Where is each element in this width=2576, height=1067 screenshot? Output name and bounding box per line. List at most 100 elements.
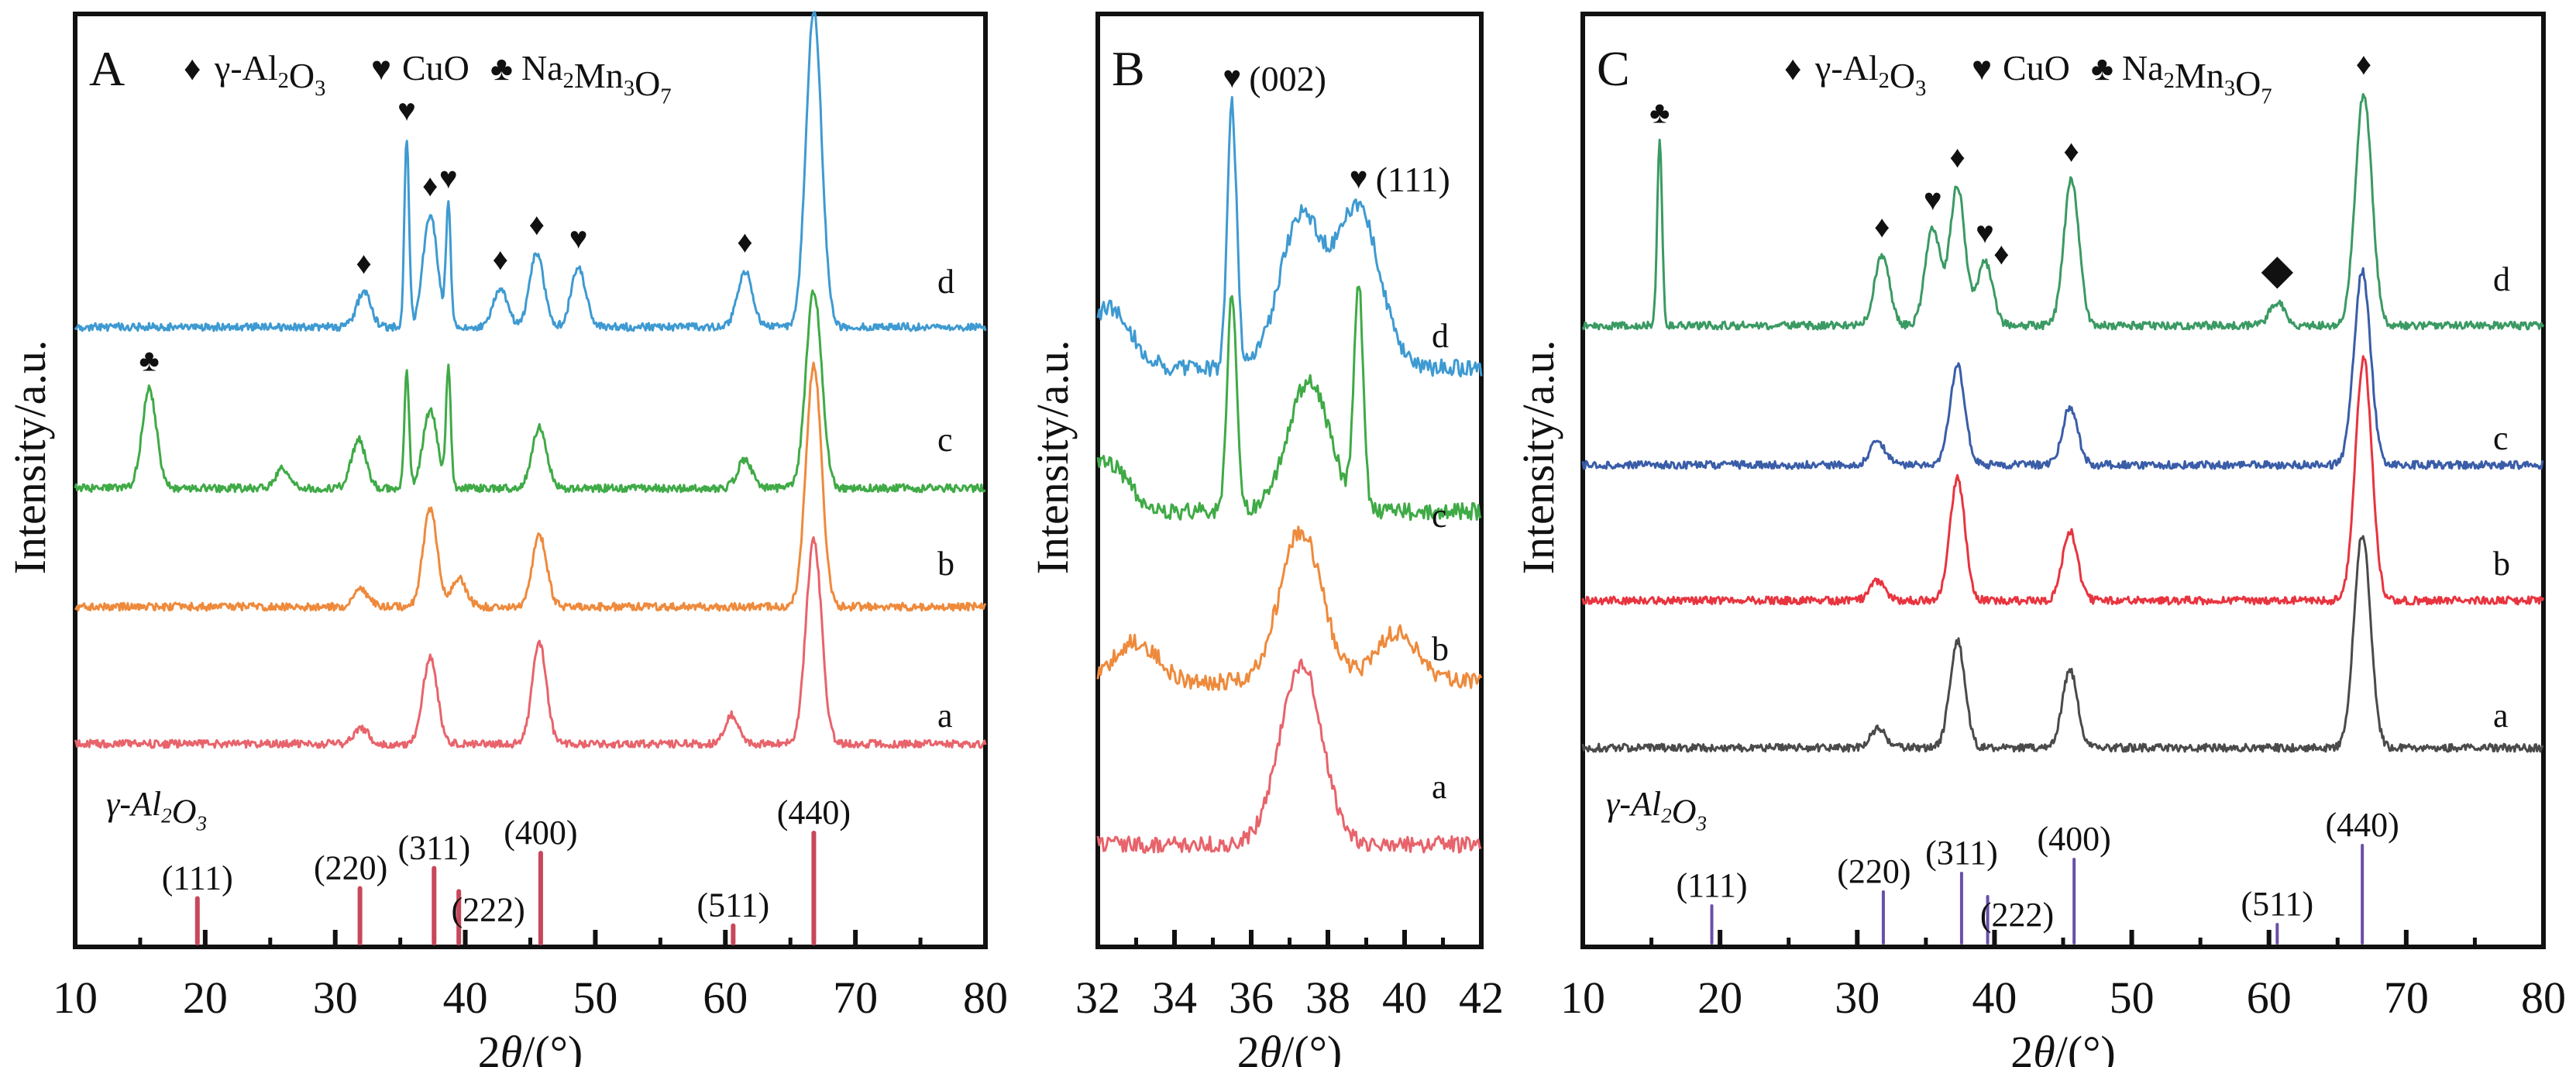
series-line-c [1096,285,1482,521]
legend-label: Na2Mn3O7 [521,48,672,108]
x-tick-label: 34 [1152,972,1197,1023]
reference-hkl-label: (400) [504,814,577,852]
x-tick-label: 30 [1835,972,1880,1023]
x-tick-label: 60 [2247,972,2292,1023]
x-tick-label: 50 [2110,972,2155,1023]
series-line-d [74,11,987,332]
xlabel-two: 2 [478,1027,500,1067]
series-label-d: d [2493,260,2510,298]
legend-label: CuO [402,48,469,88]
legend-symbol-diamond-icon: ♦ [1784,50,1801,88]
formula-part: CuO [402,48,469,88]
legend-label: γ-Al2O3 [1814,48,1926,101]
x-tick-label: 80 [963,972,1008,1023]
x-tick-label: 42 [1459,972,1504,1023]
cuo-peak-heart-icon: ♥ [1976,215,1994,250]
cuo-peak-heart-icon: ♥ [1350,160,1368,195]
al2o3-peak-diamond-icon: ♦ [1949,139,1965,174]
series-label-c: c [1432,497,1447,535]
x-tick-label: 32 [1075,972,1120,1023]
cuo-peak-heart-icon: ♥ [397,93,416,128]
x-tick-label: 50 [573,972,617,1023]
reference-hkl-label: (220) [1837,852,1911,890]
al2o3-peak-diamond-icon: ♦ [529,207,545,242]
al2o3-peak-diamond-icon: ♦ [2356,46,2371,81]
formula-part: Na [2122,48,2164,88]
x-tick-label: 60 [703,972,748,1023]
legend-label: Na2Mn3O7 [2122,48,2272,108]
na2mn3o7-peak-club-icon: ♣ [139,343,160,378]
formula-part: O [1890,56,1915,95]
panel-label: A [89,41,125,96]
subscript: 2 [161,804,172,828]
reference-hkl-label: (222) [452,890,525,928]
peak-hkl-label: (002) [1249,59,1326,98]
series-label-c: c [937,421,953,459]
xlabel-theta: θ [500,1027,523,1067]
formula-part: O [1672,793,1697,831]
al2o3-peak-diamond-icon: ◆ [2261,246,2294,293]
subscript: 3 [2224,77,2235,101]
legend-label: CuO [2003,48,2070,88]
formula-part: CuO [2003,48,2070,88]
x-axis-label: 2θ/(°) [1237,1027,1342,1067]
formula-part: Na [521,48,563,88]
subscript: 2 [1879,69,1890,93]
series-label-a: a [1432,768,1447,806]
xlabel-two: 2 [2010,1027,2033,1067]
formula-part: γ-Al [214,48,278,88]
xlabel-unit: /(°) [1281,1027,1342,1067]
subscript: 3 [315,77,325,101]
legend-symbol-club-icon: ♣ [2091,50,2113,88]
panel-label: B [1112,41,1145,96]
series-label-a: a [2493,697,2509,735]
formula-part: Mn [574,56,624,95]
formula-part: Mn [2175,56,2224,95]
x-tick-label: 80 [2521,972,2566,1023]
formula-part: O [172,793,197,831]
reference-hkl-label: (400) [2038,820,2111,858]
series-line-a [1096,658,1482,854]
xlabel-two: 2 [1237,1027,1260,1067]
x-tick-label: 40 [1382,972,1427,1023]
subscript: 2 [278,69,289,93]
series-line-b [1096,525,1483,691]
series-line-c [74,289,986,494]
subscript: 3 [1915,77,1926,101]
reference-hkl-label: (111) [162,859,233,897]
al2o3-peak-diamond-icon: ♦ [1874,209,1890,244]
x-tick-label: 10 [53,972,98,1023]
x-tick-label: 10 [1560,972,1605,1023]
series-line-a [1581,535,2544,753]
subscript: 7 [660,84,671,108]
formula-part: γ-Al [1606,785,1661,823]
x-tick-label: 30 [313,972,358,1023]
cuo-peak-heart-icon: ♥ [1924,182,1942,217]
reference-hkl-label: (311) [1925,834,1998,872]
x-axis-label: 2θ/(°) [478,1027,583,1067]
cuo-peak-heart-icon: ♥ [439,160,458,195]
reference-label: γ-Al2O3 [1606,785,1707,835]
al2o3-peak-diamond-icon: ♦ [422,168,438,203]
x-axis-label: 2θ/(°) [2010,1027,2115,1067]
reference-hkl-label: (511) [697,886,770,924]
formula-part: O [635,64,660,103]
plot-frame [1095,12,1484,949]
legend-symbol-diamond-icon: ♦ [184,50,201,88]
al2o3-peak-diamond-icon: ♦ [2063,134,2079,169]
legend-symbol-heart-icon: ♥ [1972,50,1992,88]
na2mn3o7-peak-club-icon: ♣ [1649,95,1670,130]
formula-part: γ-Al [1814,48,1879,88]
subscript: 2 [1661,804,1672,828]
subscript: 3 [624,77,635,101]
series-label-b: b [937,545,954,583]
x-tick-label: 20 [183,972,228,1023]
series-line-d [1096,95,1483,378]
xlabel-unit: /(°) [2055,1027,2116,1067]
series-label-a: a [937,697,953,735]
reference-hkl-label: (111) [1676,866,1747,904]
reference-hkl-label: (440) [777,793,851,831]
